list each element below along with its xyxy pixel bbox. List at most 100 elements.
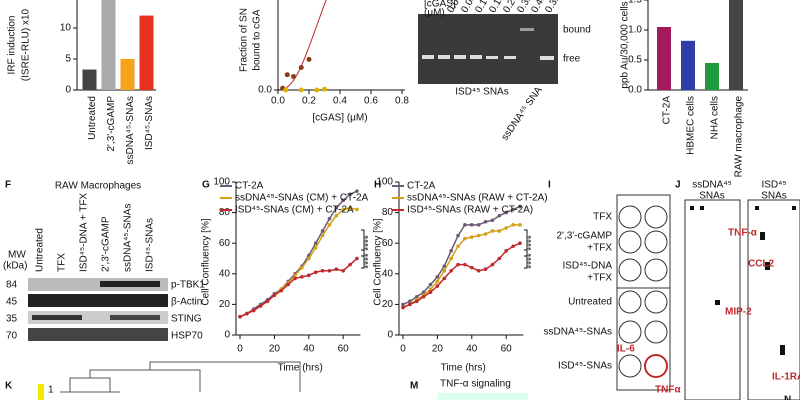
bracket (361, 229, 365, 269)
point (314, 87, 320, 93)
section-title: TNF-α signaling (440, 379, 511, 390)
point (456, 233, 460, 238)
point (456, 244, 460, 249)
western-blots (28, 278, 168, 341)
point (327, 268, 332, 273)
point (511, 207, 515, 212)
point (265, 299, 270, 304)
point (504, 226, 509, 230)
x-tick-label: HBMEC cells (686, 96, 697, 155)
lane-label: ssDNA⁴⁵-SNAs (123, 204, 134, 272)
fit-curve (281, 0, 327, 91)
lane-label: TFX (57, 253, 68, 272)
x-tick-label: 0 (237, 344, 243, 355)
panel-letter: G (202, 180, 210, 191)
point (428, 282, 433, 287)
bar (705, 63, 719, 90)
color-scale (38, 384, 44, 400)
column-label: ISD⁴⁵ (761, 180, 786, 191)
point (327, 216, 332, 221)
row-label: TFX (593, 212, 612, 223)
callout: IL-1RA (772, 372, 800, 383)
bracket (524, 229, 528, 269)
point (341, 207, 346, 212)
y-label: (ISRE-RLU) x10 (21, 8, 32, 81)
panel-letter: J (675, 180, 681, 191)
y-tick-label: 0.5 (628, 55, 642, 66)
point (442, 276, 447, 281)
y-label: IRF induction (7, 16, 18, 75)
y-tick-label: 15 (60, 0, 72, 3)
bar (82, 69, 97, 90)
point (284, 72, 290, 78)
point (313, 270, 318, 275)
point (286, 282, 290, 287)
y-label: Cell Confluency [%] (201, 218, 212, 305)
point (307, 273, 311, 278)
mw-value: 70 (6, 331, 18, 342)
callout: CCL2 (748, 259, 775, 270)
point (272, 293, 277, 298)
point (334, 206, 339, 210)
mw-value: 84 (6, 280, 18, 291)
mw-value: 35 (6, 314, 18, 325)
point (435, 284, 440, 288)
legend-label: ssDNA⁴⁵-SNAs (CM) + CT-2A (235, 193, 369, 204)
legend-label: ISD⁴⁵-SNAs (RAW + CT-2A) (407, 205, 533, 216)
point (348, 206, 352, 210)
array-membranes (616, 194, 800, 400)
panel-letter: K (5, 381, 13, 392)
x-tick-label: 40 (466, 344, 478, 355)
y-tick-label: 40 (219, 268, 231, 279)
column-label: ssDNA⁴⁵ (692, 180, 732, 191)
point (322, 86, 327, 92)
x-tick-label: 60 (338, 344, 350, 355)
y-tick-label: 1.5 (628, 0, 642, 6)
point (504, 249, 509, 253)
significance: **** (527, 235, 538, 251)
point (490, 218, 495, 223)
point (511, 244, 515, 249)
y-tick-label: 60 (382, 238, 394, 249)
point (476, 268, 481, 273)
x-tick-label: Untreated (87, 96, 98, 140)
lane-label: 0.32 (543, 0, 562, 15)
lane-label: ISD⁴⁵-DNA + TFX (79, 193, 90, 272)
callout: TNF-α (728, 228, 758, 239)
point (518, 204, 522, 209)
y-tick-label: 0.0 (258, 85, 272, 96)
point (470, 235, 474, 239)
bar (139, 15, 154, 91)
point (401, 305, 405, 310)
point (421, 290, 426, 294)
column-label: SNAs (761, 191, 787, 202)
x-label: Time (hrs) (278, 363, 323, 374)
point (504, 210, 509, 215)
point (428, 290, 433, 294)
point (341, 198, 346, 203)
y-tick-label: 1.0 (628, 25, 642, 36)
point (435, 279, 440, 284)
protein-label: p-TBK1 (171, 280, 205, 291)
protein-label: STING (171, 314, 202, 325)
bar (101, 0, 116, 91)
point (327, 223, 332, 227)
panel-letter: F (5, 180, 11, 191)
point (348, 262, 352, 267)
point (414, 294, 419, 299)
row-label: ISD⁴⁵-SNAs (558, 361, 612, 372)
legend-label: ssDNA⁴⁵-SNAs (RAW + CT-2A) (407, 193, 548, 204)
significance: **** (364, 253, 375, 269)
y-tick-label: 60 (219, 238, 231, 249)
y-label: Fraction of SN (239, 8, 250, 72)
gel-label: (μM) (424, 8, 445, 19)
point (258, 304, 263, 308)
point (483, 219, 488, 224)
point (298, 65, 304, 70)
y-tick-label: 40 (382, 268, 394, 279)
point (497, 229, 502, 233)
mw-label: MW (8, 250, 26, 261)
panel-letter: M (410, 381, 418, 392)
dendrogram (60, 361, 301, 393)
